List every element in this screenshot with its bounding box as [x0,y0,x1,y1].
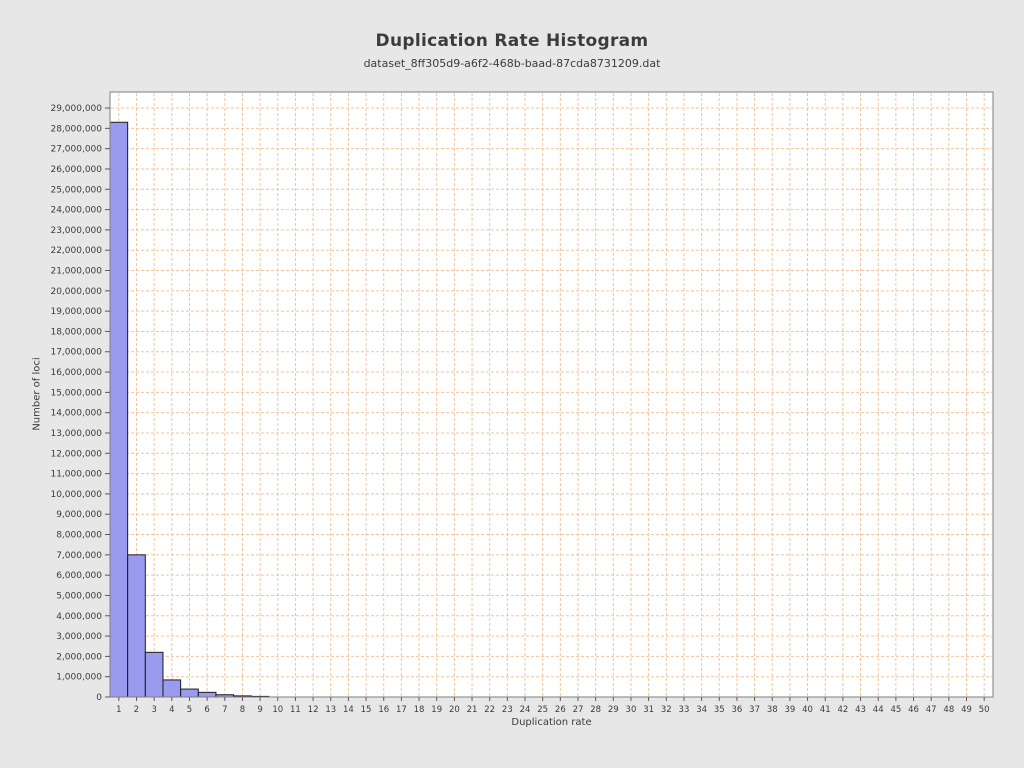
histogram-bar [197,691,217,698]
x-tick-label: 23 [502,705,513,715]
x-tick-label: 30 [626,705,637,715]
y-tick-label: 25,000,000 [50,185,102,195]
x-tick-label: 25 [537,705,548,715]
y-tick-label: 0 [96,693,102,703]
plot-border [109,91,994,698]
x-tick-label: 1 [116,705,121,715]
x-tick-label: 50 [979,705,990,715]
x-tick-label: 3 [151,705,156,715]
x-tick-label: 14 [343,705,354,715]
x-axis-ticks: 1 2 3 4 5 6 7 8 9 10 11 12 13 14 15 16 17 18 19 20 21 22 23 24 2… [116,697,990,715]
x-tick-label: 10 [272,705,283,715]
y-tick-label: 11,000,000 [50,470,102,480]
x-tick-label: 41 [820,705,831,715]
x-tick-label: 16 [378,705,389,715]
histogram-bar [180,688,199,698]
y-tick-label: 4,000,000 [56,612,102,622]
histogram-bars [109,121,270,698]
chart-title: Duplication Rate Histogram [375,31,649,51]
x-tick-label: 12 [308,705,319,715]
x-tick-label: 48 [943,705,954,715]
x-tick-label: 17 [396,705,407,715]
x-tick-label: 39 [784,705,795,715]
y-tick-label: 19,000,000 [50,307,102,317]
y-tick-label: 12,000,000 [50,449,102,459]
y-tick-label: 22,000,000 [50,246,102,256]
y-tick-label: 5,000,000 [56,591,102,601]
x-tick-label: 36 [732,705,743,715]
y-tick-label: 9,000,000 [56,510,102,520]
x-tick-label: 13 [325,705,336,715]
x-tick-label: 31 [643,705,654,715]
x-tick-label: 8 [240,705,245,715]
x-tick-label: 21 [467,705,478,715]
y-tick-label: 26,000,000 [50,165,102,175]
gridlines [111,93,992,696]
y-tick-label: 15,000,000 [50,388,102,398]
x-tick-label: 9 [257,705,262,715]
y-tick-label: 6,000,000 [56,571,102,581]
x-tick-label: 45 [890,705,901,715]
x-tick-label: 27 [573,705,584,715]
y-tick-label: 18,000,000 [50,327,102,337]
y-tick-label: 1,000,000 [56,673,102,683]
y-tick-label: 27,000,000 [50,145,102,155]
x-tick-label: 34 [696,705,707,715]
x-tick-label: 49 [961,705,972,715]
y-tick-label: 21,000,000 [50,267,102,277]
x-tick-label: 37 [749,705,760,715]
y-tick-label: 7,000,000 [56,551,102,561]
y-tick-label: 14,000,000 [50,409,102,419]
y-tick-label: 16,000,000 [50,368,102,378]
histogram-bar [127,554,146,698]
x-tick-label: 20 [449,705,460,715]
x-tick-label: 29 [608,705,619,715]
y-tick-label: 17,000,000 [50,348,102,358]
x-tick-label: 28 [590,705,601,715]
x-axis-title: Duplication rate [511,717,592,728]
x-tick-label: 19 [431,705,442,715]
x-tick-label: 38 [767,705,778,715]
y-tick-label: 13,000,000 [50,429,102,439]
y-tick-label: 29,000,000 [50,104,102,114]
x-tick-label: 32 [661,705,672,715]
x-tick-label: 15 [361,705,372,715]
x-tick-label: 22 [484,705,495,715]
x-tick-label: 33 [679,705,690,715]
y-tick-label: 23,000,000 [50,226,102,236]
x-tick-label: 44 [873,705,884,715]
y-tick-label: 3,000,000 [56,632,102,642]
x-tick-label: 11 [290,705,301,715]
y-tick-label: 8,000,000 [56,531,102,541]
y-tick-label: 2,000,000 [56,652,102,662]
x-tick-label: 18 [414,705,425,715]
histogram-bar [144,651,164,698]
x-tick-label: 26 [555,705,566,715]
x-tick-label: 43 [855,705,866,715]
y-axis-ticks: 0 1,000,000 2,000,000 3,000,000 4,000,000 5,0… [50,104,110,703]
x-tick-label: 40 [802,705,813,715]
x-tick-label: 47 [926,705,937,715]
x-tick-label: 46 [908,705,919,715]
y-tick-label: 10,000,000 [50,490,102,500]
plot-background [110,92,993,697]
histogram-bar [109,121,129,698]
x-tick-label: 42 [837,705,848,715]
x-tick-label: 4 [169,705,174,715]
x-tick-label: 5 [187,705,192,715]
x-tick-label: 7 [222,705,227,715]
y-tick-label: 20,000,000 [50,287,102,297]
y-tick-label: 24,000,000 [50,206,102,216]
x-tick-label: 6 [204,705,209,715]
x-tick-label: 2 [134,705,139,715]
chart-subtitle: dataset_8ff305d9-a6f2-468b-baad-87cda873… [363,57,661,70]
y-tick-label: 28,000,000 [50,124,102,134]
x-tick-label: 35 [714,705,725,715]
x-tick-label: 24 [520,705,531,715]
histogram-bar [162,679,182,698]
